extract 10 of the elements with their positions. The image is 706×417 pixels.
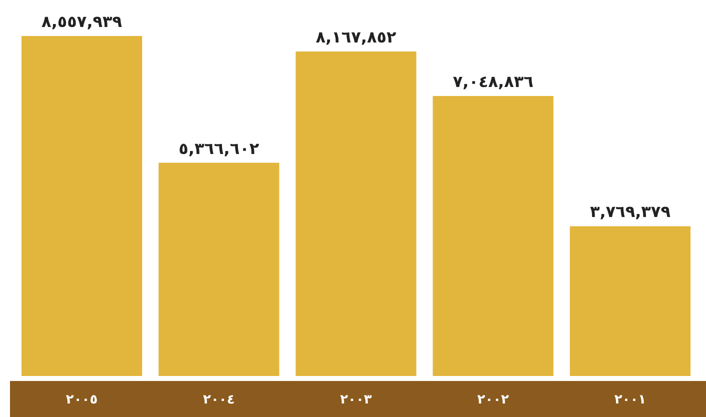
x-tick-label: ٢٠٠٢: [477, 392, 510, 408]
x-tick-label: ٢٠٠٤: [203, 392, 235, 408]
x-tick-label: ٢٠٠١: [614, 392, 646, 408]
x-tick-label: ٢٠٠٣: [340, 392, 372, 408]
data-label: ٣,٧٦٩,٣٧٩: [590, 202, 671, 222]
data-label: ٥,٣٦٦,٦٠٢: [178, 138, 260, 158]
data-label: ٨,٥٥٧,٩٣٩: [42, 12, 122, 31]
data-label: ٧,٠٤٨,٨٣٦: [452, 72, 534, 91]
x-tick-label: ٢٠٠٥: [66, 392, 98, 408]
data-label: ٨,١٦٧,٨٥٢: [316, 28, 396, 46]
